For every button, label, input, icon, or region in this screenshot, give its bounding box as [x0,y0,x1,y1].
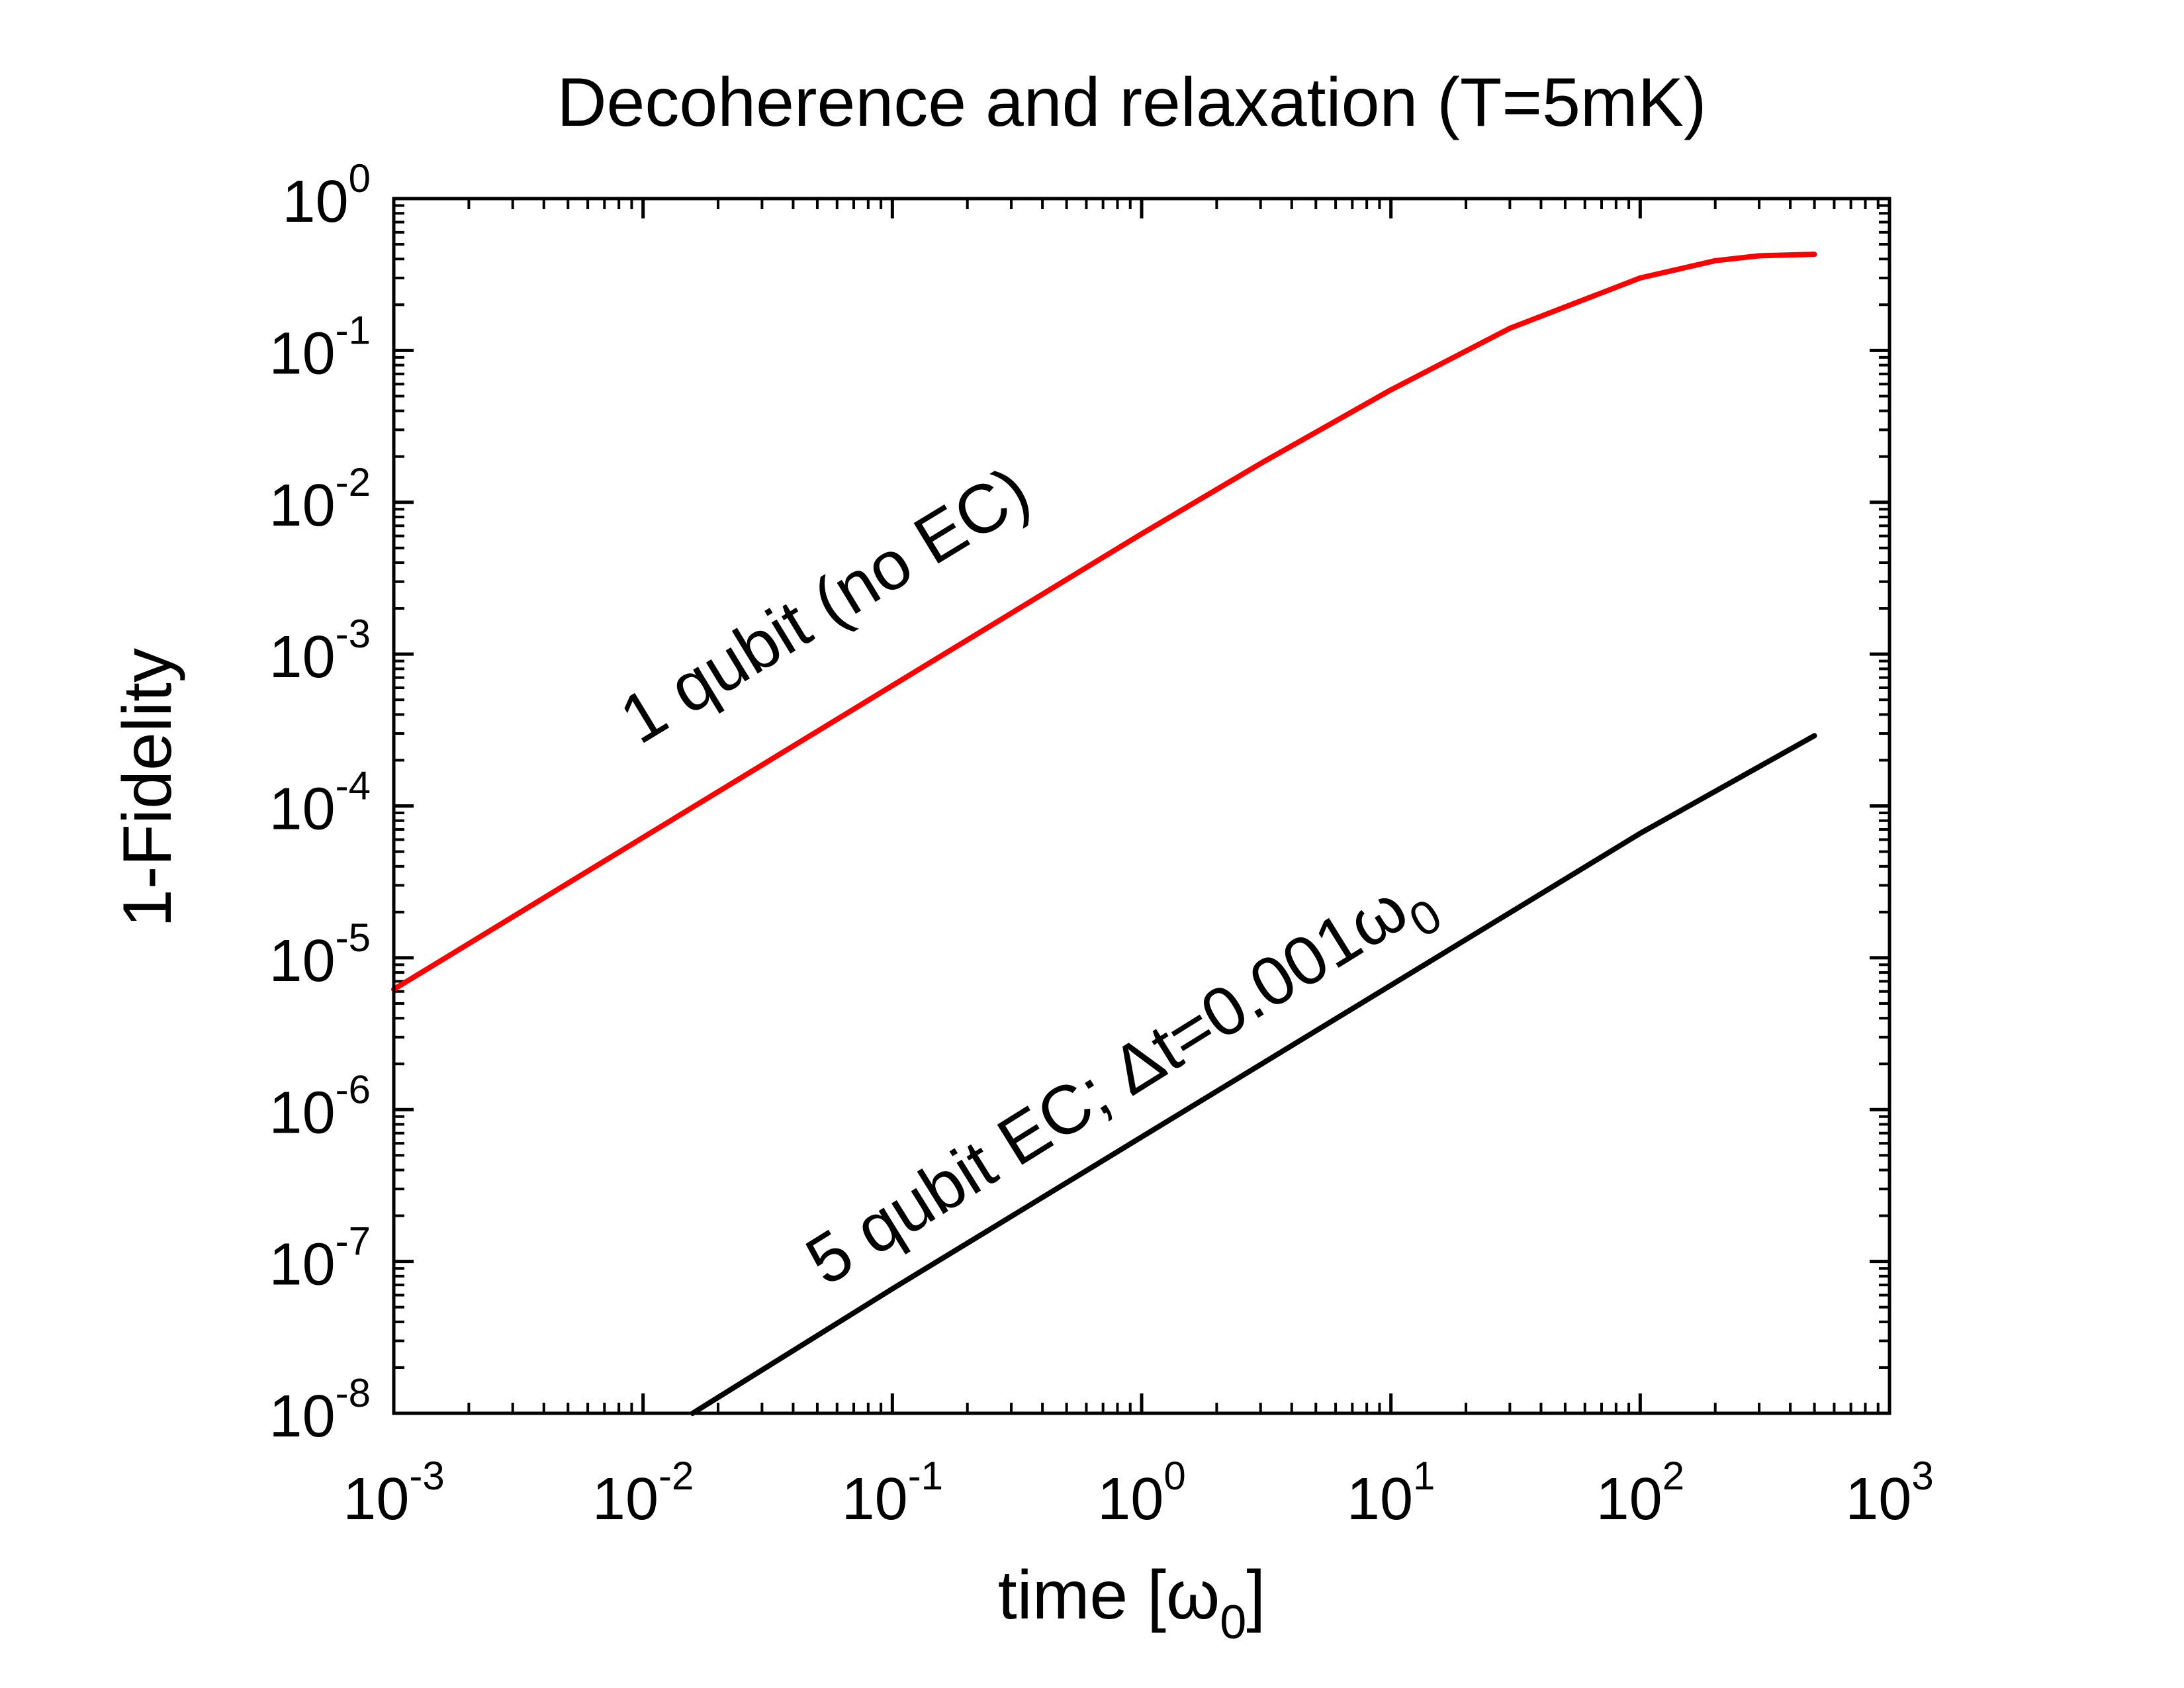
x-tick-label: 101 [1347,1454,1435,1532]
y-tick-label-base: 10 [269,320,336,387]
y-tick-label-base: 10 [269,1232,336,1298]
x-tick-label: 102 [1596,1454,1684,1532]
x-tick-label: 100 [1097,1454,1185,1532]
x-tick-label-exp: 0 [1163,1454,1185,1498]
y-tick-label: 10-2 [269,460,371,539]
x-tick-label-base: 10 [1596,1466,1662,1532]
x-axis-label: time [ω0] [998,1557,1265,1649]
y-tick-label: 10-1 [269,308,371,387]
y-tick-label-exp: -8 [336,1371,371,1415]
annotations: 1 qubit (no EC) 5 qubit EC; Δt=0.001ω0 [608,452,1451,1313]
x-axis-label-main: time [ω [998,1557,1220,1634]
y-tick-label: 10-8 [269,1371,371,1450]
x-tick-label: 10-3 [343,1454,444,1532]
y-tick-label-exp: -7 [336,1219,371,1264]
x-tick-label-exp: -3 [409,1454,444,1498]
series-annotation-1: 1 qubit (no EC) [608,452,1043,759]
y-tick-label-base: 10 [269,473,336,539]
y-tick-label-base: 10 [269,1383,336,1450]
y-tick-label: 10-6 [269,1067,371,1146]
x-tick-label-base: 10 [1097,1466,1163,1532]
x-tick-label-base: 10 [1845,1466,1911,1532]
y-tick-label: 10-3 [269,612,371,690]
data-series [391,252,1817,1416]
x-tick-label-exp: 2 [1662,1454,1684,1498]
y-tick-label-exp: -3 [336,612,371,656]
x-tick-label-exp: 1 [1413,1454,1435,1498]
y-tick-label-exp: -5 [336,915,371,960]
y-tick-label-exp: -6 [336,1067,371,1111]
x-tick-label: 103 [1845,1454,1933,1532]
x-tick-label-base: 10 [592,1466,659,1532]
x-tick-label-base: 10 [842,1466,908,1532]
tick-labels: 10-3 10-2 10-1 100 101 102 10310010-110-210-31… [269,156,1934,1532]
y-tick-label-base: 10 [269,624,336,690]
y-tick-label: 10-7 [269,1219,371,1298]
y-tick-label-base: 10 [269,928,336,994]
y-tick-label-base: 10 [269,1080,336,1146]
x-tick-label: 10-1 [842,1454,943,1532]
y-tick-label-base: 10 [269,776,336,843]
x-tick-label: 10-2 [592,1454,694,1532]
x-axis-label-close: ] [1246,1557,1265,1634]
annotation-main: 5 qubit EC; Δt=0.001ω [794,870,1421,1300]
chart-title: Decoherence and relaxation (T=5mK) [557,64,1706,141]
x-axis-label-sub: 0 [1220,1596,1246,1649]
y-tick-label-exp: 0 [349,156,371,201]
x-tick-label-exp: 3 [1911,1454,1933,1498]
y-tick-label-exp: -1 [336,308,371,352]
y-tick-label-base: 10 [283,169,349,235]
series-line-1 [391,252,1817,992]
y-tick-label-exp: -2 [336,460,371,504]
plot-frame [392,197,1891,1415]
y-axis-label: 1-Fidelity [109,648,186,927]
x-tick-label-base: 10 [343,1466,409,1532]
y-tick-label: 10-5 [269,915,371,994]
x-tick-label-exp: -1 [908,1454,943,1498]
y-tick-label-exp: -4 [336,764,371,808]
tick-marks [392,197,1891,1415]
series-annotation-2: 5 qubit EC; Δt=0.001ω0 [794,856,1451,1313]
y-tick-label: 10-4 [269,764,371,843]
x-tick-label-exp: -2 [659,1454,694,1498]
x-tick-label-base: 10 [1347,1466,1413,1532]
y-tick-label: 100 [283,156,371,235]
series-line-2 [690,733,1817,1416]
